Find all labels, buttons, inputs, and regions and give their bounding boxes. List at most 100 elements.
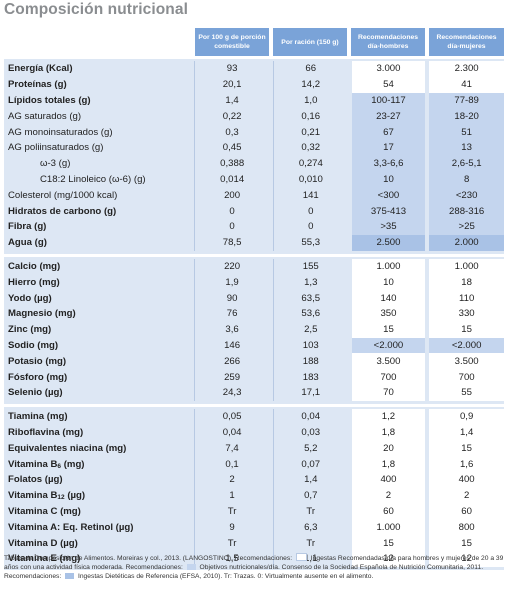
table-row: Proteínas (g) 20,1 14,2 54 41 [4,76,504,93]
nutrient-label: Vitamina C (mg) [8,505,81,517]
nutrient-name: Vitamina C (mg) [4,506,191,517]
value-recs-men: 1,2 [351,408,426,425]
nutrient-name: Fósforo (mg) [4,372,191,383]
value-recs-men: 400 [351,471,426,488]
value-recs-men: 70 [351,384,426,401]
table-group: Tiamina (mg) 0,05 0,04 1,2 0,9 Riboflavina (m… [4,406,504,570]
value-recs-men: 3,3-6,6 [351,155,426,172]
value-recs-women: 60 [429,503,504,520]
nutrient-name: Riboflavina (mg) [4,427,191,438]
table-row: Lípidos totales (g) 1,4 1,0 100-117 77-89 [4,92,504,109]
table-row: Calcio (mg) 220 155 1.000 1.000 [4,258,504,275]
footnote-part-3: Objetivos nutricionales/día. Consenso de… [4,564,484,580]
value-per-serving: 0,32 [272,139,348,156]
value-recs-women: 51 [429,124,504,140]
table-row: Sodio (mg) 146 103 <2.000 <2.000 [4,337,504,354]
nutrient-label: Energía (Kcal) [8,63,73,75]
value-per-serving: 141 [272,187,348,204]
value-per-100g: 220 [194,258,269,275]
nutrient-name: ω-3 (g) [4,158,191,169]
nutrient-name: Colesterol (mg/1000 kcal) [4,190,191,201]
nutrient-name: AG poliinsaturados (g) [4,142,191,153]
nutrient-label: Selenio (µg) [8,387,63,399]
nutrient-label: Vitamina A: Eq. Retinol (µg) [8,521,134,533]
value-per-100g: 0 [194,203,269,219]
value-per-serving: 155 [272,258,348,275]
nutrient-name: Tiamina (mg) [4,411,191,422]
value-recs-men: 20 [351,440,426,457]
value-per-100g: 0,3 [194,124,269,140]
value-recs-men: 15 [351,321,426,338]
value-per-100g: 93 [194,61,269,77]
value-recs-women: <2.000 [429,337,504,354]
value-recs-women: 0,9 [429,408,504,425]
value-recs-men: 3.500 [351,353,426,370]
value-recs-men: 2.500 [351,234,426,251]
value-recs-men: 12 [351,550,426,567]
nutrient-name: Potasio (mg) [4,356,191,367]
table-row: Agua (g) 78,5 55,3 2.500 2.000 [4,234,504,251]
table-row: Hidratos de carbono (g) 0 0 375-413 288-316 [4,203,504,219]
table-row: Riboflavina (mg) 0,04 0,03 1,8 1,4 [4,424,504,441]
nutrient-label: Sodio (mg) [8,339,59,351]
nutrient-label: Proteínas (g) [8,79,67,91]
nutrient-subscript: 12 [57,494,65,502]
value-per-serving: 0,16 [272,108,348,125]
nutrient-label: Yodo (µg) [8,292,52,304]
table-row: Hierro (mg) 1,9 1,3 10 18 [4,274,504,291]
table-row: Tiamina (mg) 0,05 0,04 1,2 0,9 [4,408,504,425]
value-per-100g: 1,9 [194,274,269,291]
value-per-serving: 0,7 [272,487,348,504]
value-recs-men: 23-27 [351,108,426,125]
value-recs-women: >25 [429,218,504,235]
value-recs-men: 350 [351,305,426,322]
nutrient-label: C18:2 Linoleico (ω-6) (g) [40,173,146,185]
value-recs-men: 1.000 [351,519,426,536]
value-per-serving: 6,3 [272,519,348,536]
value-per-100g: 2 [194,471,269,488]
value-per-serving: 5,2 [272,440,348,457]
value-per-serving: 0,07 [272,456,348,472]
nutrient-unit: (µg) [64,490,86,502]
table-row: Vitamina B6 (mg) 0,1 0,07 1,8 1,6 [4,456,504,472]
table-row: Vitamina C (mg) Tr Tr 60 60 [4,503,504,520]
value-per-100g: 259 [194,369,269,385]
nutrient-label: Vitamina B [8,458,58,470]
nutrient-label: Zinc (mg) [8,324,52,336]
table-header: Por 100 g de porción comestible Por raci… [4,28,504,56]
footnote-part-1: Tablas de Composición de Alimentos. More… [4,555,293,562]
value-recs-men: 140 [351,290,426,306]
value-recs-men: 17 [351,139,426,156]
footnote-part-4: Ingestas Dietéticas de Referencia (EFSA,… [77,573,374,580]
value-per-serving: 188 [272,353,348,370]
value-per-serving: 1,4 [272,471,348,488]
nutrient-name: Hidratos de carbono (g) [4,206,191,217]
table-row: Vitamina D (µg) Tr Tr 15 15 [4,535,504,551]
table-row: ω-3 (g) 0,388 0,274 3,3-6,6 2,6-5,1 [4,155,505,172]
value-recs-men: 1,8 [351,424,426,441]
value-recs-women: 3.500 [429,353,504,370]
table-row: Fósforo (mg) 259 183 700 700 [4,369,504,385]
value-per-100g: 78,5 [194,234,269,251]
nutrient-name: C18:2 Linoleico (ω-6) (g) [4,174,191,185]
value-recs-women: 15 [429,321,504,338]
value-per-100g: Tr [194,503,269,520]
nutrient-name: Vitamina A: Eq. Retinol (µg) [4,522,191,533]
value-per-serving: 66 [272,61,348,77]
nutrient-name: AG monoinsaturados (g) [4,127,191,138]
nutrient-name: Proteínas (g) [4,79,191,90]
nutrient-name: Yodo (µg) [4,293,191,304]
value-per-100g: 0,04 [194,424,269,441]
value-per-serving: 0,21 [272,124,348,140]
value-per-serving: 17,1 [272,384,348,401]
table-row: Colesterol (mg/1000 kcal) 200 141 <300 <230 [4,187,504,204]
value-recs-women: 1,6 [429,456,504,472]
nutrient-subscript: 6 [57,462,62,470]
value-per-serving: 1,1 [272,550,348,567]
nutrition-table: Por 100 g de porción comestible Por raci… [4,28,505,570]
table-row: Zinc (mg) 3,6 2,5 15 15 [4,321,504,338]
nutrient-name: Calcio (mg) [4,261,191,272]
value-recs-women: 400 [429,471,504,488]
value-per-100g: Tr [194,535,269,551]
value-per-serving: 0,03 [272,424,348,441]
